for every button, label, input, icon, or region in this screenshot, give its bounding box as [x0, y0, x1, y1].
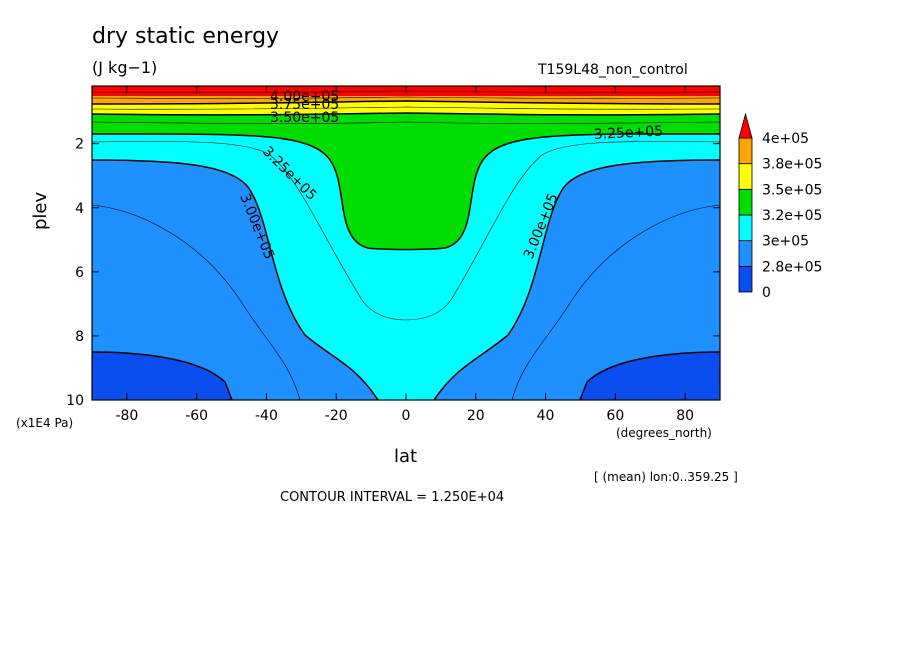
contour-line-thick-2 [92, 159, 379, 400]
contour-line-thick-1 [579, 351, 720, 400]
x-tick-label--40: -40 [255, 408, 278, 424]
contour-label-3.25e+05: 3.25e+05 [593, 123, 663, 143]
chart-title: dry static energy [92, 24, 280, 49]
colorbar-box-3.2e+05 [738, 188, 753, 216]
colorbar-box-0 [738, 265, 753, 293]
colorbar-box-2.8e+05 [738, 240, 753, 267]
x-tick-label--60: -60 [185, 408, 208, 424]
colorbar-label-3.2e+05: 3.2e+05 [762, 208, 822, 224]
x-tick-label-20: 20 [467, 408, 485, 424]
contour-fills [92, 86, 720, 400]
x-axis-units: (degrees_north) [616, 426, 712, 440]
x-tick-label-0: 0 [402, 408, 411, 424]
colorbar-label-3.8e+05: 3.8e+05 [762, 157, 822, 173]
contour-line-thin-0 [92, 204, 301, 400]
fill-band-3.2e+05 [92, 86, 720, 250]
x-tick-label--80: -80 [115, 408, 138, 424]
contour-line-thick-5 [92, 112, 720, 116]
contour-line-thin-4 [92, 96, 720, 99]
y-tick-label-2: 2 [75, 137, 84, 153]
colorbar-label-4e+05: 4e+05 [762, 131, 809, 147]
x-tick-label-80: 80 [676, 408, 694, 424]
colorbar: 0 2.8e+05 3e+05 3.2e+05 3.5e+05 3.8e+05 4e+05 [738, 112, 822, 301]
contour-label-4.00e+05: 4.00e+05 [270, 89, 339, 105]
contour-line-thin-5 [92, 106, 720, 110]
mean-note: [ (mean) lon:0..359.25 ] [594, 470, 738, 484]
chart-units: (J kg−1) [92, 58, 158, 77]
run-name: T159L48_non_control [538, 62, 688, 78]
contour-lines [92, 90, 720, 400]
contour-interval-note: CONTOUR INTERVAL = 1.250E+04 [280, 490, 505, 505]
contour-label-3.50e+05: 3.50e+05 [270, 110, 339, 126]
contour-line-thick-4 [92, 133, 720, 251]
colorbar-label-3.5e+05: 3.5e+05 [762, 182, 822, 198]
contour-line-thin-3 [92, 121, 720, 124]
colorbar-label-2.8e+05: 2.8e+05 [762, 259, 822, 275]
y-tick-label-4: 4 [75, 201, 84, 217]
colorbar-label-0: 0 [762, 285, 771, 301]
contour-line-thick-0 [92, 351, 233, 400]
x-tick-label--20: -20 [325, 408, 348, 424]
x-tick-label-60: 60 [606, 408, 624, 424]
fill-band-0-north [580, 352, 720, 400]
colorbar-box-3.8e+05 [738, 137, 753, 165]
contour-label-3.75e+05: 3.75e+05 [270, 97, 339, 113]
y-axis-unit-note: (x1E4 Pa) [16, 416, 74, 430]
contour-line-thin-2 [92, 141, 720, 321]
contour-line-thick-6 [92, 100, 720, 105]
fill-band-0-south [92, 352, 232, 400]
colorbar-box-3.5e+05 [738, 163, 753, 190]
y-tick-label-8: 8 [75, 329, 84, 345]
y-tick-label-6: 6 [75, 265, 84, 281]
colorbar-extend-arrow [738, 112, 753, 139]
colorbar-box-3e+05 [738, 214, 753, 242]
contour-line-thin-1 [511, 204, 720, 400]
x-tick-label-40: 40 [537, 408, 555, 424]
y-tick-label-10: 10 [66, 393, 84, 409]
colorbar-label-3e+05: 3e+05 [762, 234, 809, 250]
axes: -80 -60 -40 -20 0 20 40 60 80 2 4 6 8 10 [66, 86, 720, 424]
x-axis-label: lat [394, 446, 418, 467]
contour-line-thick-3 [433, 159, 720, 400]
